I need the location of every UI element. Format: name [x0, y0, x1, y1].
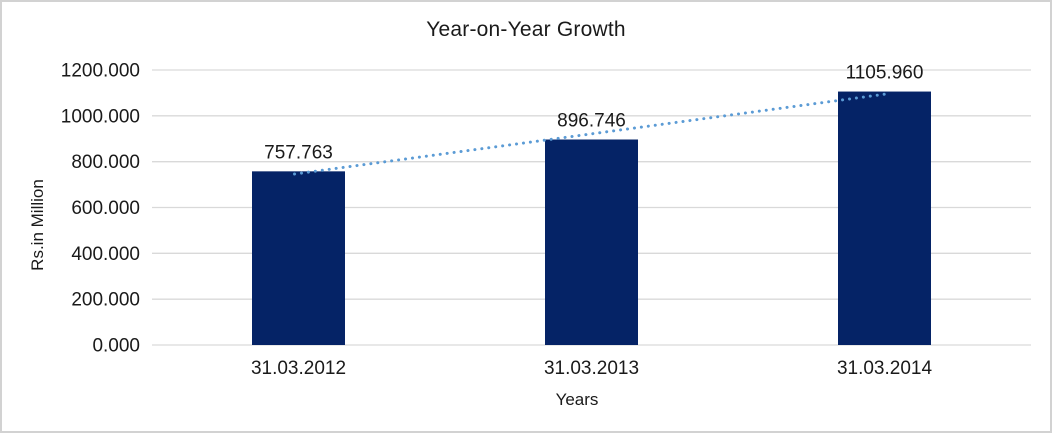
bar-value-label: 1105.960	[846, 63, 924, 84]
y-tick-label: 600.000	[71, 198, 140, 219]
y-tick-label: 0.000	[92, 336, 140, 357]
x-tick-label: 31.03.2012	[251, 358, 346, 379]
y-tick-label: 1200.000	[61, 61, 140, 82]
y-tick-label: 800.000	[71, 152, 140, 173]
bar-value-label: 757.763	[264, 142, 333, 163]
y-tick-label: 200.000	[71, 290, 140, 311]
trendline	[293, 92, 886, 176]
x-tick-label: 31.03.2014	[837, 358, 933, 379]
chart-title: Year-on-Year Growth	[426, 18, 626, 41]
x-axis-title: Years	[555, 390, 599, 409]
x-tick-label: 31.03.2013	[544, 358, 639, 379]
y-tick-label: 1000.000	[61, 106, 140, 127]
y-tick-label: 400.000	[71, 244, 140, 265]
bar-value-label: 896.746	[557, 110, 626, 131]
bar	[838, 91, 931, 345]
bar	[252, 171, 345, 345]
bar	[545, 139, 638, 345]
